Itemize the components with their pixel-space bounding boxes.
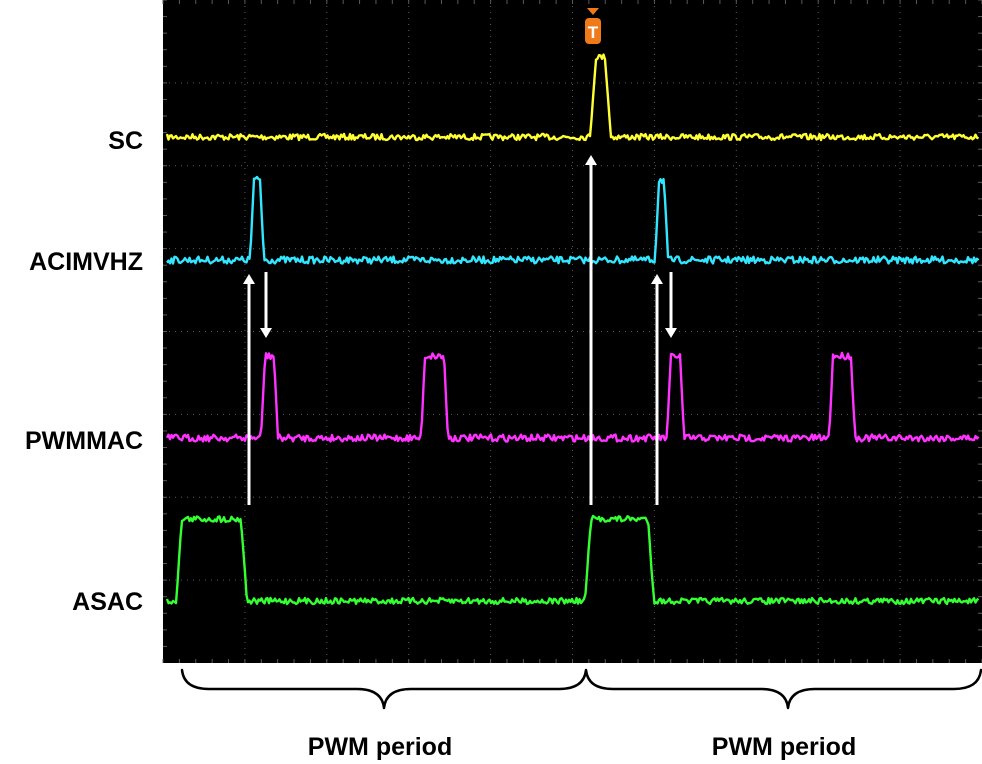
channel-label-pwmmac: PWMMAC [25, 427, 143, 455]
trace-pwmmac [165, 351, 980, 443]
period-label-2: PWM period [712, 733, 856, 761]
channel-label-asac: ASAC [72, 588, 143, 616]
scope-grid [162, 0, 982, 663]
trigger-marker-icon: T [585, 8, 601, 44]
trace-acimvhz [166, 175, 980, 265]
trace-asac [165, 514, 980, 606]
waveform-traces [165, 53, 980, 606]
trace-sc [165, 53, 980, 142]
trigger-label: T [588, 23, 599, 42]
channel-label-acimvhz: ACIMVHZ [29, 248, 143, 276]
timing-arrows [243, 155, 677, 505]
period-label-1: PWM period [308, 733, 452, 761]
channel-label-sc: SC [108, 127, 143, 155]
period-brace [180, 668, 982, 710]
